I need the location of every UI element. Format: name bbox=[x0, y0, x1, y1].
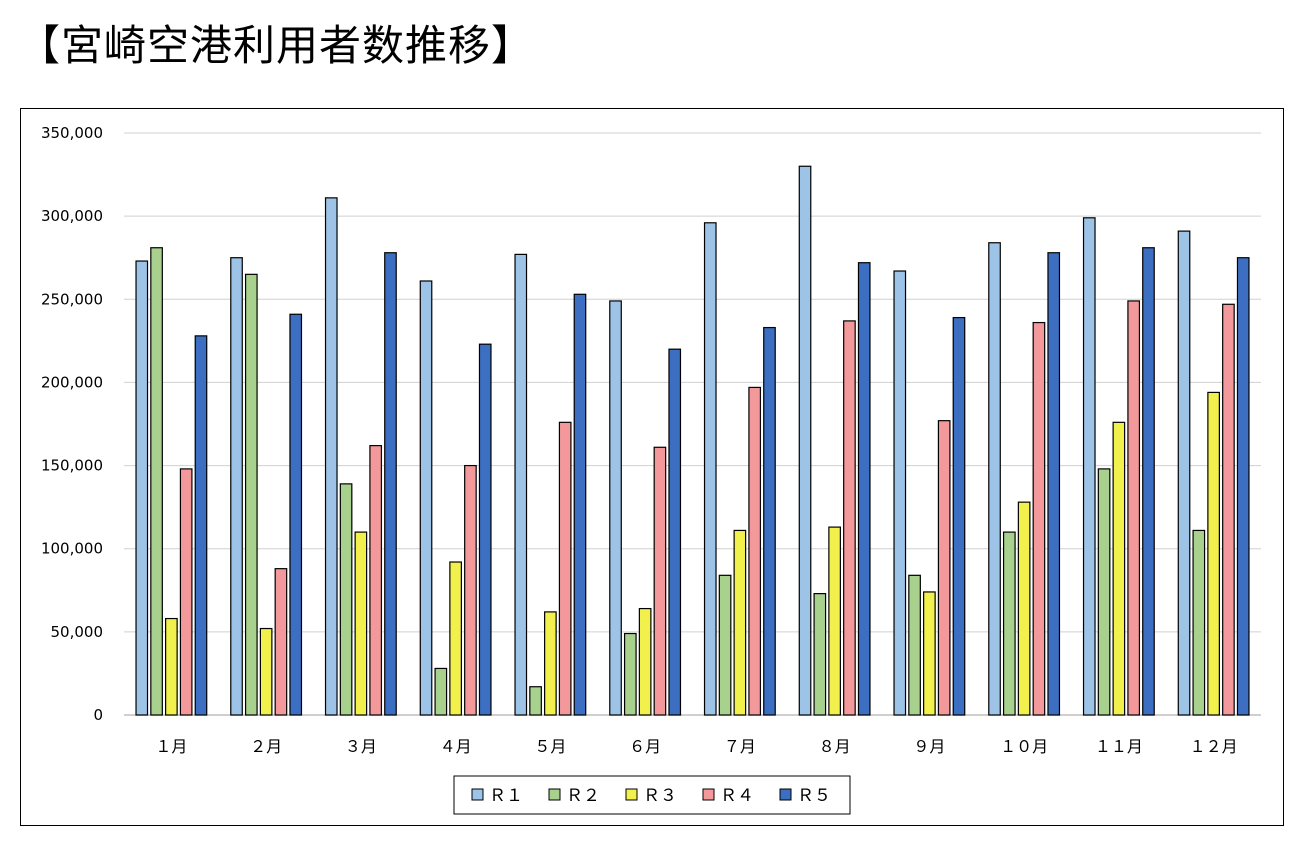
bar-r4-month-6 bbox=[653, 446, 667, 716]
bar-r1-month-10 bbox=[988, 242, 1001, 716]
bar-r5-month-1 bbox=[194, 335, 208, 716]
x-tick-label: ５月 bbox=[534, 737, 566, 756]
bar-r4-month-1 bbox=[179, 468, 193, 716]
bar-r2-month-7 bbox=[718, 574, 732, 716]
bar-r1-month-7 bbox=[703, 222, 717, 716]
bar-chart: 0 50,000 100,000 150,000 200,000 250,000 300,0… bbox=[41, 124, 1261, 815]
legend-label-r4: Ｒ４ bbox=[720, 786, 754, 806]
page-title: 【宮崎空港利用者数推移】 bbox=[18, 21, 535, 70]
gridlines bbox=[124, 132, 1261, 716]
legend: Ｒ１ Ｒ２ Ｒ３ Ｒ４ Ｒ５ bbox=[453, 775, 851, 815]
bar-r4-month-5 bbox=[558, 421, 572, 716]
x-tick-label: ６月 bbox=[629, 737, 661, 756]
bar-r1-month-2 bbox=[230, 257, 243, 716]
y-tick-label: 200,000 bbox=[41, 373, 103, 391]
bar-r3-month-1 bbox=[165, 617, 178, 716]
bar-r4-month-7 bbox=[748, 386, 762, 716]
bar-r1-month-1 bbox=[135, 260, 149, 716]
x-tick-label: ４月 bbox=[440, 737, 472, 756]
bar-r3-month-12 bbox=[1207, 391, 1220, 716]
bar-r3-month-6 bbox=[638, 607, 652, 716]
bar-r4-month-10 bbox=[1032, 321, 1046, 716]
bar-r1-month-9 bbox=[893, 270, 907, 716]
bar-r1-month-8 bbox=[798, 165, 812, 716]
bar-r5-month-2 bbox=[289, 313, 303, 716]
y-tick-label: 50,000 bbox=[51, 623, 104, 641]
bar-r2-month-5 bbox=[529, 686, 542, 716]
legend-swatch-r2 bbox=[548, 788, 561, 801]
x-tick-label: １１月 bbox=[1095, 737, 1143, 756]
x-tick-label: １０月 bbox=[1000, 737, 1048, 756]
legend-swatch-r3 bbox=[625, 788, 638, 801]
bar-r3-month-10 bbox=[1017, 501, 1031, 716]
x-tick-label: ３月 bbox=[345, 737, 377, 756]
bar-r3-month-9 bbox=[923, 591, 936, 716]
bar-r2-month-3 bbox=[339, 483, 353, 716]
bar-r5-month-7 bbox=[763, 326, 776, 716]
bar-r1-month-3 bbox=[324, 197, 338, 716]
bar-r5-month-11 bbox=[1142, 247, 1155, 716]
bar-r5-month-6 bbox=[668, 348, 682, 716]
bar-r5-month-3 bbox=[384, 252, 397, 716]
bar-r1-month-6 bbox=[609, 300, 622, 716]
y-tick-label: 250,000 bbox=[41, 290, 103, 308]
x-tick-label: ７月 bbox=[724, 737, 756, 756]
legend-label-r5: Ｒ５ bbox=[797, 786, 831, 806]
bar-r2-month-6 bbox=[623, 632, 637, 716]
bar-r2-month-2 bbox=[244, 273, 258, 716]
bar-r5-month-4 bbox=[478, 343, 492, 716]
bar-r4-month-2 bbox=[274, 568, 288, 716]
bar-r2-month-9 bbox=[908, 574, 921, 716]
x-tick-label: １２月 bbox=[1190, 737, 1238, 756]
bar-r4-month-9 bbox=[937, 420, 951, 716]
bar-r4-month-12 bbox=[1222, 303, 1235, 716]
bar-r2-month-12 bbox=[1192, 529, 1206, 716]
bar-r2-month-11 bbox=[1097, 468, 1111, 716]
x-tick-label: ８月 bbox=[819, 737, 851, 756]
chart-frame: 0 50,000 100,000 150,000 200,000 250,000 300,0… bbox=[20, 108, 1284, 826]
y-axis-tick-labels: 0 50,000 100,000 150,000 200,000 250,000 300,0… bbox=[41, 124, 103, 724]
y-tick-label: 0 bbox=[93, 706, 103, 724]
y-tick-label: 350,000 bbox=[41, 124, 103, 142]
bar-r5-month-9 bbox=[952, 316, 966, 716]
bar-r1-month-4 bbox=[419, 280, 433, 716]
bar-r4-month-8 bbox=[843, 320, 856, 716]
x-axis-tick-labels: １月 ２月 ３月 ４月 ５月 ６月 ７月 ８月 ９月 １０月 １１月 １２月 bbox=[155, 737, 1237, 756]
bar-r5-month-10 bbox=[1047, 252, 1061, 716]
x-tick-label: １月 bbox=[155, 737, 187, 756]
bar-r3-month-5 bbox=[544, 611, 557, 716]
y-tick-label: 150,000 bbox=[41, 457, 103, 475]
bar-r4-month-3 bbox=[369, 445, 383, 716]
bar-r2-month-1 bbox=[150, 247, 163, 716]
bar-r3-month-7 bbox=[733, 529, 747, 716]
legend-swatch-r1 bbox=[471, 788, 484, 801]
x-tick-label: ９月 bbox=[913, 737, 945, 756]
legend-label-r3: Ｒ３ bbox=[643, 786, 677, 806]
legend-swatch-r5 bbox=[779, 788, 792, 801]
bar-r2-month-10 bbox=[1002, 531, 1016, 716]
bar-r1-month-12 bbox=[1177, 230, 1191, 716]
bar-r5-month-12 bbox=[1236, 257, 1250, 716]
bar-r3-month-3 bbox=[354, 531, 368, 716]
bars bbox=[135, 165, 1250, 716]
legend-label-r2: Ｒ２ bbox=[566, 786, 600, 806]
bar-r3-month-11 bbox=[1112, 421, 1126, 716]
x-tick-label: ２月 bbox=[250, 737, 282, 756]
bar-r2-month-4 bbox=[434, 667, 448, 716]
bar-r5-month-5 bbox=[573, 293, 587, 716]
legend-swatch-r4 bbox=[702, 788, 715, 801]
y-tick-label: 100,000 bbox=[41, 540, 103, 558]
bar-r3-month-2 bbox=[259, 627, 273, 716]
bar-r4-month-11 bbox=[1127, 300, 1141, 716]
bar-r1-month-5 bbox=[514, 253, 528, 716]
bar-r1-month-11 bbox=[1082, 217, 1096, 716]
bar-r3-month-8 bbox=[828, 526, 841, 716]
bar-r2-month-8 bbox=[813, 593, 827, 716]
y-tick-label: 300,000 bbox=[41, 207, 103, 225]
legend-label-r1: Ｒ１ bbox=[489, 786, 523, 806]
bar-r5-month-8 bbox=[857, 262, 871, 716]
bar-r3-month-4 bbox=[449, 561, 462, 716]
bar-r4-month-4 bbox=[464, 464, 477, 716]
